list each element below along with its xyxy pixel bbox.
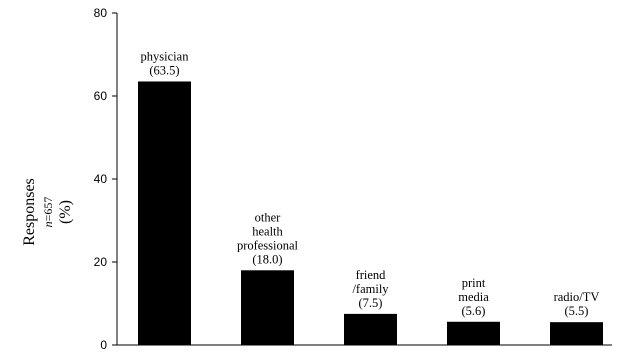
y-axis-label: Responses n=657 (%)	[21, 178, 74, 246]
bar-category-label: media	[458, 290, 489, 304]
bar-value-label: (7.5)	[359, 296, 383, 310]
bar-category-label: other	[255, 210, 282, 224]
bar-category-label: print	[462, 276, 486, 290]
bar-labels: physician(63.5) otherhealthprofessional(1…	[141, 49, 600, 318]
bar-category-label: professional	[237, 238, 299, 252]
bar	[447, 321, 500, 345]
bar	[550, 322, 603, 345]
bar-category-label: physician	[141, 49, 190, 63]
y-axis-sample-size: n=657	[41, 197, 55, 228]
bar	[241, 270, 294, 345]
bar-value-label: (18.0)	[252, 252, 282, 266]
bar-category-label: health	[252, 224, 283, 238]
y-tick-label: 80	[94, 6, 108, 20]
bars	[138, 81, 603, 345]
y-axis: 0 20 40 60 80	[94, 6, 118, 352]
y-axis-unit: (%)	[57, 200, 74, 224]
bar	[138, 81, 191, 345]
bar-category-label: friend	[356, 268, 387, 282]
bar	[344, 313, 397, 345]
bar-value-label: (5.5)	[565, 304, 589, 318]
bar-category-label: radio/TV	[554, 290, 600, 304]
y-axis-title: Responses	[21, 178, 38, 246]
y-tick-label: 20	[94, 255, 108, 269]
y-tick-label: 0	[100, 338, 107, 352]
y-tick-label: 60	[94, 89, 108, 103]
bar-category-label: /family	[352, 282, 389, 296]
y-tick-label: 40	[94, 172, 108, 186]
bar-value-label: (63.5)	[149, 63, 179, 77]
bar-value-label: (5.6)	[462, 304, 486, 318]
